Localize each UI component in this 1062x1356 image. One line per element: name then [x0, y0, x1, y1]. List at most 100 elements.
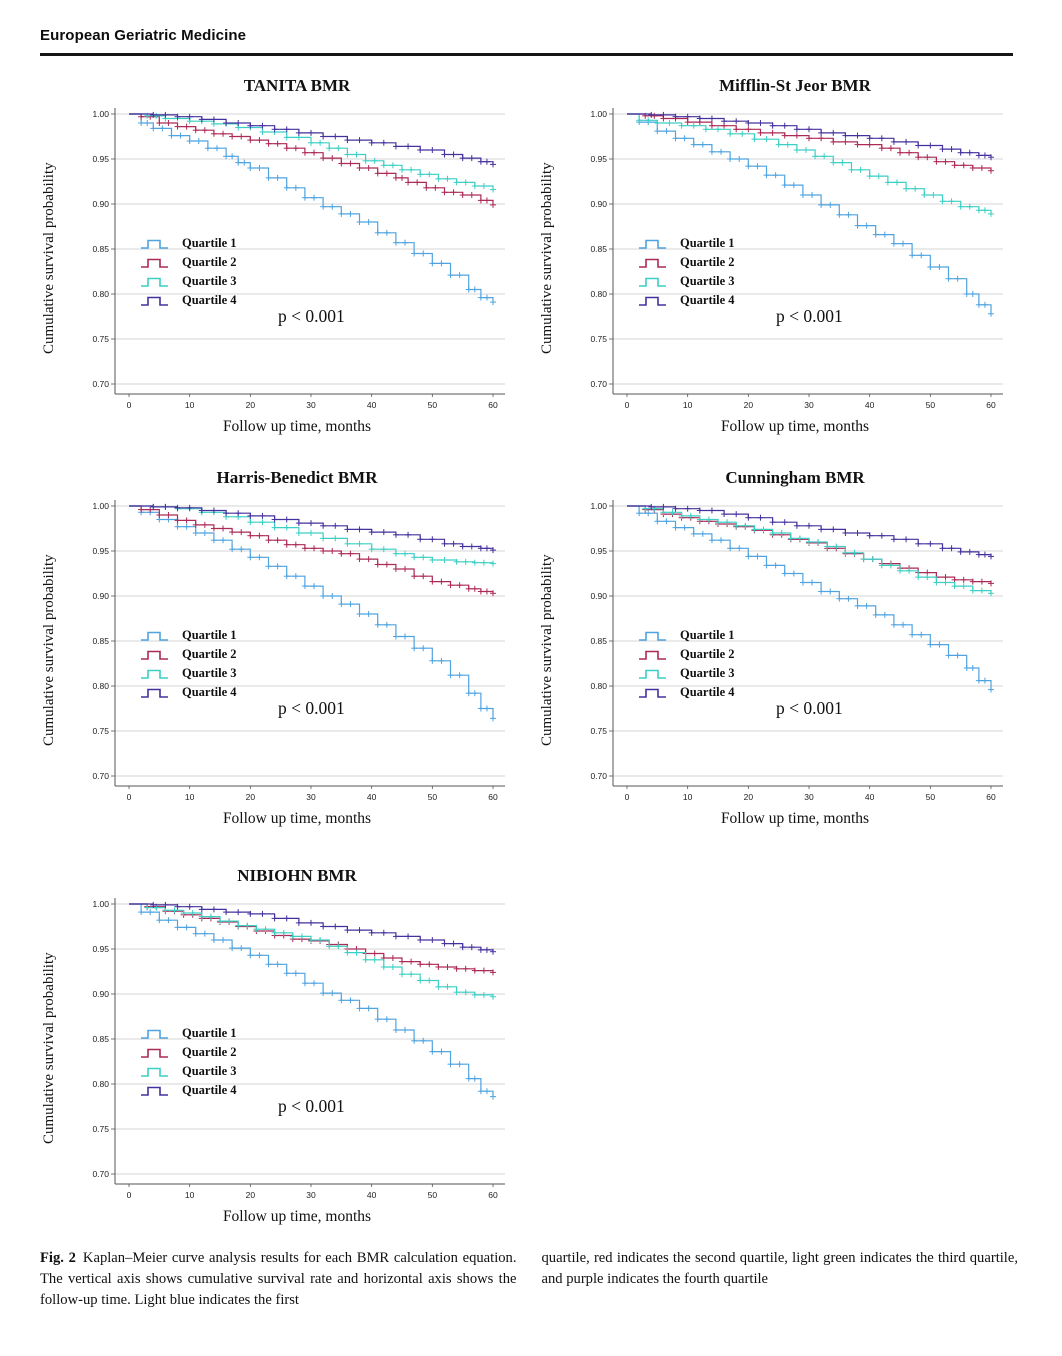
legend-label: Quartile 1: [182, 1026, 237, 1040]
x-axis-label: Follow up time, months: [222, 418, 372, 435]
legend-item: Quartile 4: [140, 683, 237, 702]
legend-item: Quartile 1: [638, 234, 735, 253]
caption-text-1: Kaplan–Meier curve analysis results for …: [40, 1250, 517, 1308]
svg-text:20: 20: [246, 400, 256, 410]
legend-label: Quartile 3: [182, 666, 237, 680]
chart-title: NIBIOHN BMR: [237, 866, 357, 885]
legend-label: Quartile 1: [182, 236, 237, 250]
legend-label: Quartile 1: [680, 628, 735, 642]
svg-text:30: 30: [306, 400, 316, 410]
legend-item: Quartile 1: [140, 626, 237, 645]
svg-text:1.00: 1.00: [590, 109, 607, 119]
svg-text:50: 50: [926, 792, 936, 802]
legend-label: Quartile 1: [182, 628, 237, 642]
quartile-step-icon: [141, 1029, 168, 1039]
svg-text:60: 60: [488, 1190, 498, 1200]
svg-text:40: 40: [367, 400, 377, 410]
quartile-step-icon: [141, 631, 168, 641]
svg-text:0.75: 0.75: [92, 1124, 109, 1134]
svg-text:0.80: 0.80: [590, 289, 607, 299]
svg-text:0.80: 0.80: [590, 681, 607, 691]
legend: Quartile 1 Quartile 2 Quartile 3 Quartile 4: [140, 1024, 237, 1100]
svg-text:10: 10: [185, 1190, 195, 1200]
svg-text:1.00: 1.00: [590, 501, 607, 511]
svg-text:20: 20: [744, 400, 754, 410]
journal-name: European Geriatric Medicine: [40, 27, 247, 44]
svg-text:0.85: 0.85: [92, 636, 109, 646]
svg-text:10: 10: [185, 400, 195, 410]
svg-text:0.75: 0.75: [92, 726, 109, 736]
legend-label: Quartile 3: [182, 274, 237, 288]
x-axis-label: Follow up time, months: [222, 810, 372, 827]
quartile-step-icon: [639, 239, 666, 249]
legend-label: Quartile 2: [182, 255, 237, 269]
legend-label: Quartile 2: [680, 255, 735, 269]
legend-label: Quartile 3: [680, 666, 735, 680]
caption-column-2: quartile, red indicates the second quart…: [542, 1248, 1019, 1311]
chart-title: Mifflin-St Jeor BMR: [719, 76, 871, 95]
p-value-label: p < 0.001: [278, 306, 345, 326]
x-axis-label: Follow up time, months: [720, 810, 870, 827]
svg-text:0.95: 0.95: [590, 546, 607, 556]
svg-text:0.95: 0.95: [590, 154, 607, 164]
svg-text:50: 50: [428, 792, 438, 802]
panel-harris-benedict-bmr: Harris-Benedict BMR Cumulative survival …: [40, 466, 520, 846]
legend-label: Quartile 3: [182, 1064, 237, 1078]
svg-text:20: 20: [246, 1190, 256, 1200]
legend: Quartile 1 Quartile 2 Quartile 3 Quartile 4: [638, 234, 735, 310]
legend: Quartile 1 Quartile 2 Quartile 3 Quartile 4: [140, 234, 237, 310]
svg-text:0.90: 0.90: [92, 591, 109, 601]
svg-text:1.00: 1.00: [92, 899, 109, 909]
svg-text:60: 60: [488, 400, 498, 410]
figure-label: Fig. 2: [40, 1250, 76, 1266]
quartile-step-icon: [141, 669, 168, 679]
svg-text:0.85: 0.85: [590, 636, 607, 646]
chart-title: Cunningham BMR: [725, 468, 865, 487]
legend-item: Quartile 4: [638, 291, 735, 310]
svg-text:0.85: 0.85: [590, 244, 607, 254]
quartile-step-icon: [141, 239, 168, 249]
svg-text:0.80: 0.80: [92, 1079, 109, 1089]
quartile-step-icon: [639, 277, 666, 287]
svg-text:10: 10: [185, 792, 195, 802]
legend: Quartile 1 Quartile 2 Quartile 3 Quartile 4: [140, 626, 237, 702]
legend-label: Quartile 4: [680, 293, 735, 307]
quartile-step-icon: [639, 650, 666, 660]
svg-text:0.90: 0.90: [590, 591, 607, 601]
svg-text:10: 10: [683, 792, 693, 802]
svg-text:60: 60: [488, 792, 498, 802]
svg-text:30: 30: [306, 1190, 316, 1200]
legend-label: Quartile 2: [680, 647, 735, 661]
header-rule: [40, 53, 1013, 56]
legend-label: Quartile 2: [182, 647, 237, 661]
km-plot-mifflin: 1.00 0.95 0.90 0.85 0.80 0.75 0.70 0 10 20 30 40 50 6…: [590, 108, 1003, 410]
legend-item: Quartile 4: [140, 1081, 237, 1100]
svg-text:0.70: 0.70: [590, 771, 607, 781]
p-value-label: p < 0.001: [776, 698, 843, 718]
quartile-step-icon: [639, 631, 666, 641]
svg-text:60: 60: [986, 400, 996, 410]
panel-cunningham-bmr: Cunningham BMR Cumulative survival proba…: [538, 466, 1018, 846]
legend-label: Quartile 3: [680, 274, 735, 288]
quartile-step-icon: [141, 277, 168, 287]
quartile-step-icon: [141, 1067, 168, 1077]
panel-mifflin-st-jeor-bmr: Mifflin-St Jeor BMR Cumulative survival …: [538, 74, 1018, 454]
svg-text:0.85: 0.85: [92, 1034, 109, 1044]
svg-text:0: 0: [127, 1190, 132, 1200]
svg-text:0.70: 0.70: [590, 379, 607, 389]
y-axis-label: Cumulative survival probability: [41, 554, 57, 746]
svg-text:30: 30: [804, 400, 814, 410]
x-axis-label: Follow up time, months: [720, 418, 870, 435]
svg-text:0.70: 0.70: [92, 1169, 109, 1179]
svg-text:1.00: 1.00: [92, 109, 109, 119]
legend-item: Quartile 2: [140, 1043, 237, 1062]
legend-item: Quartile 4: [638, 683, 735, 702]
y-axis-label: Cumulative survival probability: [41, 952, 57, 1144]
quartile-step-icon: [639, 688, 666, 698]
svg-text:20: 20: [744, 792, 754, 802]
svg-text:0.90: 0.90: [92, 989, 109, 999]
figure-caption: Fig. 2 Kaplan–Meier curve analysis result…: [40, 1248, 1018, 1311]
legend-item: Quartile 3: [638, 272, 735, 291]
caption-text-2: quartile, red indicates the second quart…: [541, 1250, 1019, 1287]
